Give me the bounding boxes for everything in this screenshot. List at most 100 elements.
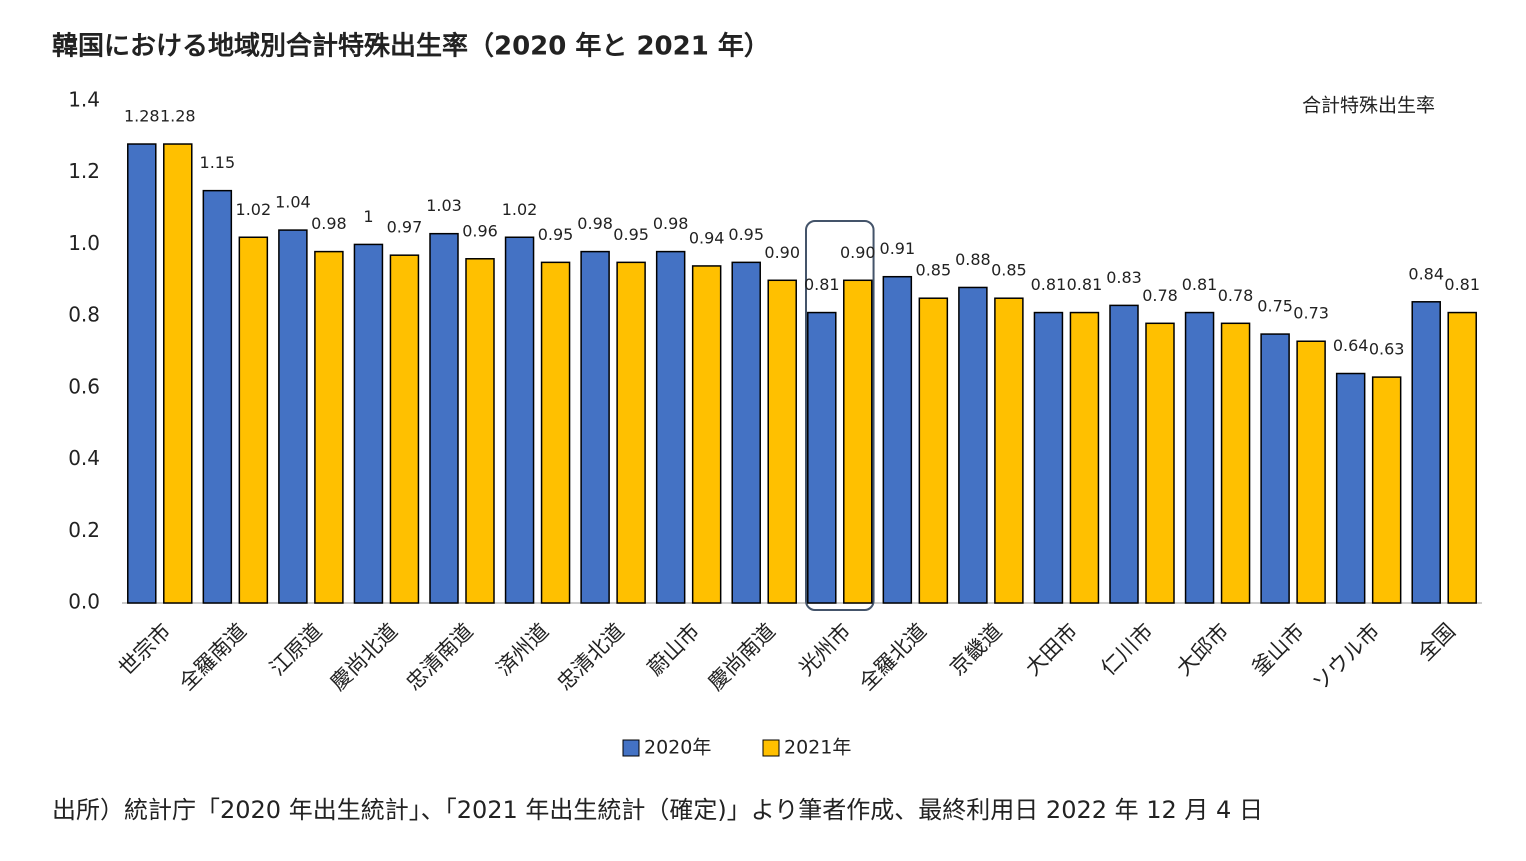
x-tick-label: 全羅北道 [855,619,931,695]
x-tick-label: 全羅南道 [175,619,251,695]
bar [504,236,535,604]
x-tick-label: 慶尚北道 [326,619,402,695]
data-label: 0.81 [1444,275,1480,294]
y-tick-label: 0.2 [68,518,100,542]
bar [1145,322,1175,604]
data-label: 1 [363,207,373,226]
data-label: 0.78 [1142,286,1178,305]
data-label: 0.97 [387,218,423,237]
data-label: 0.95 [728,225,764,244]
bar [127,143,157,604]
bar [1260,333,1290,604]
y-tick-label: 1.4 [68,88,100,112]
data-label: 0.64 [1333,336,1369,355]
x-tick-label: 全国 [1413,619,1460,666]
bar [1109,304,1139,604]
legend-swatch [762,739,780,757]
data-label: 0.98 [577,214,613,233]
data-label: 0.95 [538,225,574,244]
data-label: 0.91 [880,239,916,258]
bar [1296,340,1326,604]
y-tick-label: 1.2 [68,159,100,183]
bar [1220,322,1251,604]
y-tick-label: 1.0 [68,231,100,255]
data-label: 0.96 [462,221,498,240]
data-label: 1.15 [200,153,236,172]
bar [540,261,571,604]
bar [731,261,761,604]
bar [691,265,722,604]
data-label: 1.28 [160,107,196,126]
data-label: 0.83 [1106,268,1142,287]
x-tick-label: 京畿道 [945,619,1007,681]
data-label: 1.03 [426,196,462,215]
data-label: 0.75 [1257,297,1293,316]
y-tick-label: 0.4 [68,446,100,470]
data-label: 0.73 [1293,304,1329,323]
bar [1033,311,1064,604]
data-label: 1.02 [502,200,538,219]
source-note: 出所）統計庁「2020 年出生統計」、「2021 年出生統計（確定)」より筆者作… [52,796,1263,824]
data-label: 1.02 [236,200,272,219]
data-label: 0.90 [840,243,876,262]
chart-title: 韓国における地域別合計特殊出生率（2020 年と 2021 年） [52,31,770,62]
x-tick-label: 大邱市 [1172,619,1234,681]
bar [807,311,837,604]
highlight-box [805,220,875,611]
bar [202,189,233,604]
x-tick-label: ソウル市 [1308,619,1384,695]
y-tick-label: 0.8 [68,303,100,327]
bar [655,250,686,604]
bar [994,297,1024,604]
bar [1447,311,1477,604]
bar [843,279,873,604]
data-label: 0.94 [689,228,725,247]
data-label: 0.78 [1218,286,1254,305]
bar [1371,376,1402,604]
bar [353,243,384,604]
data-label: 0.81 [804,275,840,294]
bar [163,143,193,604]
legend-label: 2021年 [784,737,851,759]
bar [1335,372,1366,604]
x-tick-label: 蔚山市 [643,619,705,681]
bar [278,229,308,604]
data-label: 0.63 [1369,340,1405,359]
legend-swatch [622,739,640,757]
bar [314,250,344,604]
x-tick-label: 世宗市 [114,619,176,681]
data-label: 0.81 [1067,275,1103,294]
data-label: 0.98 [311,214,347,233]
bar [1184,311,1215,604]
x-tick-label: 江原道 [265,619,327,681]
data-label: 0.98 [653,214,689,233]
x-tick-label: 仁川市 [1096,619,1158,681]
data-label: 0.84 [1408,264,1444,283]
bar [389,254,420,604]
bar [918,297,949,604]
data-label: 0.90 [764,243,800,262]
legend-label: 2020年 [644,737,711,759]
y-tick-label: 0.6 [68,374,100,398]
x-tick-label: 忠清北道 [553,619,629,695]
x-tick-label: 済州道 [492,619,554,681]
data-label: 1.04 [275,193,311,212]
bar [429,232,459,604]
data-label: 0.95 [613,225,649,244]
bar [958,286,988,604]
bar [1069,311,1100,604]
data-label: 0.88 [955,250,991,269]
bar [580,250,610,604]
x-tick-label: 釜山市 [1247,619,1309,681]
bar [616,261,646,604]
data-label: 1.28 [124,107,160,126]
y-annotation: 合計特殊出生率 [1302,95,1435,117]
data-label: 0.81 [1031,275,1067,294]
x-tick-label: 大田市 [1021,619,1083,681]
bar [767,279,797,604]
bar [882,275,913,604]
data-label: 0.85 [916,261,952,280]
x-tick-label: 慶尚南道 [704,619,780,695]
y-tick-label: 0.0 [68,590,100,614]
